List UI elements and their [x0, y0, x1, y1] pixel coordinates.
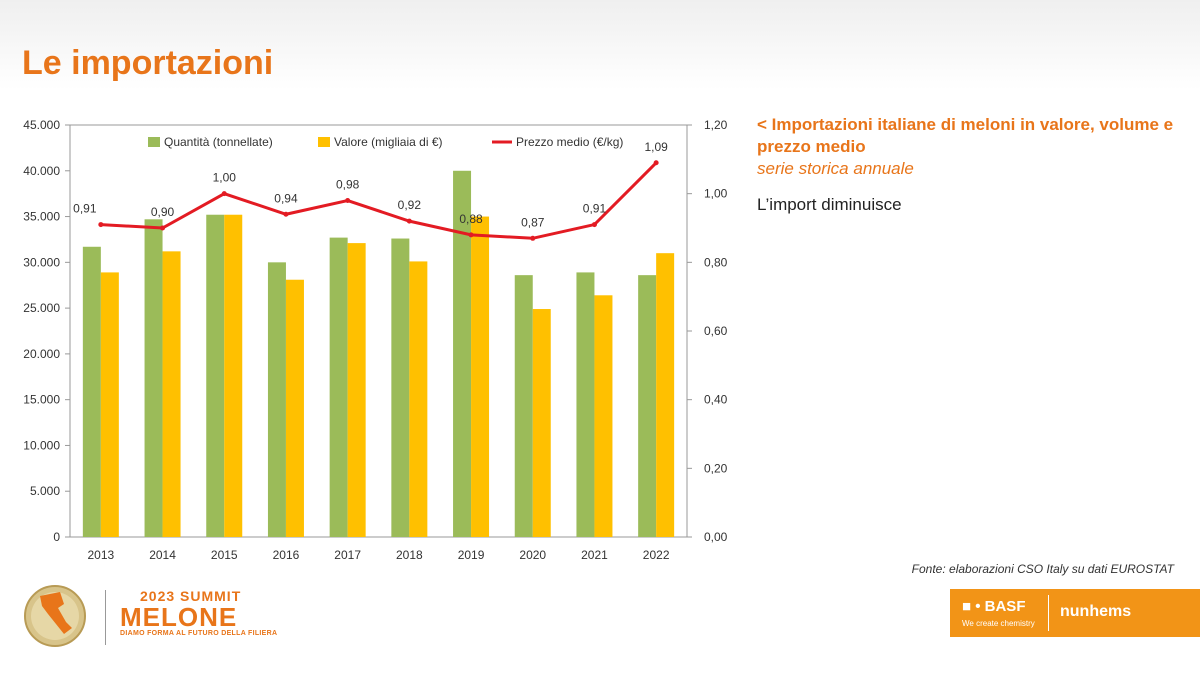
- price-point: [468, 232, 474, 238]
- price-data-label: 0,91: [73, 202, 97, 216]
- bar-value: [285, 279, 304, 537]
- bar-quantity: [453, 170, 472, 537]
- bar-value: [347, 243, 366, 537]
- source-note: Fonte: elaborazioni CSO Italy su dati EU…: [911, 562, 1174, 576]
- x-tick-label: 2017: [334, 548, 361, 562]
- bar-quantity: [391, 238, 410, 538]
- bar-quantity: [82, 246, 101, 537]
- bar-value: [656, 253, 675, 537]
- side-subheading: serie storica annuale: [757, 159, 914, 178]
- right-tick-label: 0,40: [704, 393, 728, 407]
- bar-value: [224, 214, 243, 538]
- left-tick-label: 15.000: [23, 393, 60, 407]
- bar-quantity: [638, 275, 657, 537]
- price-line: [100, 161, 658, 240]
- price-data-label: 0,94: [274, 191, 298, 205]
- import-chart: 0 5.000 10.000 15.000 20.000 25.000 30.000 35.0…: [23, 118, 728, 562]
- price-data-label: 0,88: [459, 212, 483, 226]
- bar-quantity: [144, 219, 163, 537]
- bar-quantity: [514, 275, 533, 537]
- price-point: [160, 225, 166, 231]
- x-tick-label: 2019: [458, 548, 485, 562]
- side-heading: < Importazioni italiane di meloni in val…: [757, 115, 1174, 156]
- bar-value: [100, 272, 119, 537]
- bar-quantity: [329, 237, 348, 537]
- bar-value: [471, 216, 490, 538]
- price-point: [406, 218, 412, 224]
- left-tick-label: 40.000: [23, 164, 60, 178]
- left-tick-label: 20.000: [23, 347, 60, 361]
- bar-value: [162, 251, 181, 537]
- legend-swatch: [148, 137, 160, 147]
- left-tick-label: 0: [53, 530, 60, 544]
- price-data-label: 1,09: [644, 140, 668, 154]
- left-tick-label: 30.000: [23, 255, 60, 269]
- left-tick-label: 10.000: [23, 438, 60, 452]
- side-note: L’import diminuisce: [757, 195, 902, 214]
- x-tick-label: 2021: [581, 548, 608, 562]
- price-point: [345, 198, 351, 204]
- left-tick-label: 25.000: [23, 301, 60, 315]
- side-panel: < Importazioni italiane di meloni in val…: [757, 114, 1177, 216]
- price-data-label: 0,92: [398, 198, 422, 212]
- brand-box: ■ • BASF We create chemistry nunhems: [950, 589, 1200, 637]
- brand-separator: [1048, 595, 1049, 631]
- x-tick-label: 2018: [396, 548, 423, 562]
- bar-value: [409, 261, 428, 537]
- legend-swatch: [318, 137, 330, 147]
- basf-logo: ■ • BASF: [962, 598, 1026, 615]
- right-tick-label: 1,20: [704, 118, 728, 132]
- bar-quantity: [206, 214, 225, 538]
- price-point: [221, 191, 227, 197]
- bar-value: [594, 295, 613, 537]
- x-tick-label: 2014: [149, 548, 176, 562]
- right-tick-label: 0,20: [704, 461, 728, 475]
- bar-quantity: [267, 262, 286, 537]
- price-data-label: 0,87: [521, 215, 545, 229]
- left-tick-label: 35.000: [23, 210, 60, 224]
- legend-label: Prezzo medio (€/kg): [516, 135, 623, 149]
- x-tick-label: 2020: [519, 548, 546, 562]
- right-tick-label: 0,80: [704, 255, 728, 269]
- price-data-label: 1,00: [213, 171, 237, 185]
- page-title: Le importazioni: [22, 44, 274, 82]
- x-tick-label: 2022: [643, 548, 670, 562]
- price-point: [653, 160, 659, 166]
- right-tick-label: 0,60: [704, 324, 728, 338]
- summit-line1: 2023 SUMMIT: [140, 588, 242, 604]
- bar-quantity: [576, 272, 595, 537]
- x-tick-label: 2015: [211, 548, 238, 562]
- nunhems-logo: nunhems: [1060, 603, 1132, 620]
- summit-line3: DIAMO FORMA AL FUTURO DELLA FILIERA: [120, 630, 278, 637]
- summit-melone-logo: 2023 SUMMIT MELONE DIAMO FORMA AL FUTURO…: [120, 588, 277, 637]
- x-tick-label: 2016: [273, 548, 300, 562]
- right-tick-label: 1,00: [704, 187, 728, 201]
- left-tick-label: 5.000: [30, 484, 60, 498]
- melon-italy-logo: [24, 585, 86, 647]
- basf-tagline: We create chemistry: [962, 619, 1035, 628]
- x-tick-label: 2013: [87, 548, 114, 562]
- price-data-label: 0,98: [336, 178, 360, 192]
- price-data-label: 0,91: [583, 202, 607, 216]
- price-point: [530, 235, 536, 241]
- price-point: [591, 222, 597, 228]
- footer-divider: [105, 590, 106, 645]
- left-tick-label: 45.000: [23, 118, 60, 132]
- right-tick-label: 0,00: [704, 530, 728, 544]
- bar-value: [532, 309, 551, 537]
- legend-label: Quantità (tonnellate): [164, 135, 273, 149]
- price-data-label: 0,90: [151, 205, 175, 219]
- legend-label: Valore (migliaia di €): [334, 135, 443, 149]
- summit-line2: MELONE: [120, 602, 238, 632]
- price-point: [98, 222, 104, 228]
- price-point: [283, 211, 289, 217]
